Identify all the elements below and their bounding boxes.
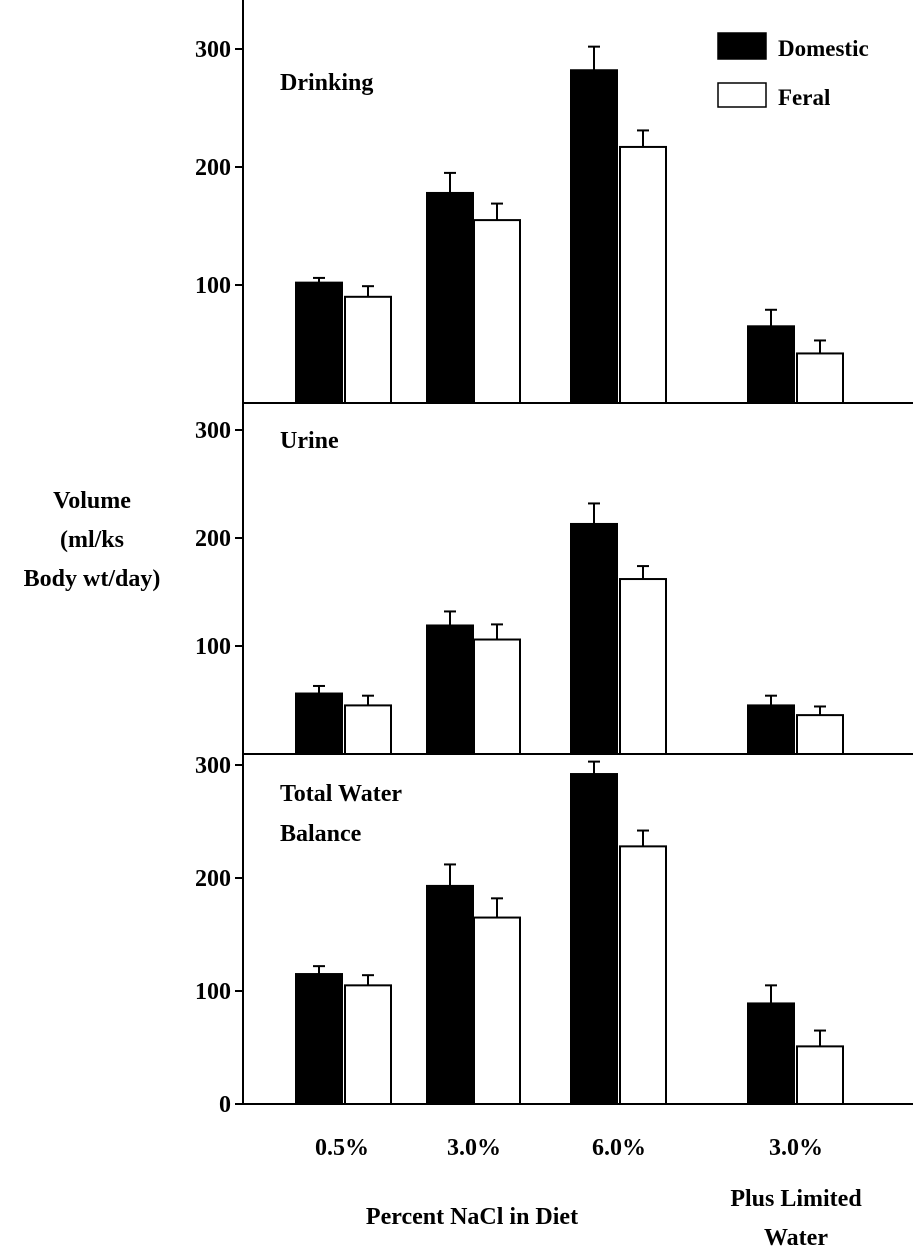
x-tick-label: 6.0%: [592, 1135, 646, 1161]
y-tick-label: 0: [219, 1092, 231, 1118]
y-tick-label: 300: [195, 418, 231, 444]
bar-feral: [796, 714, 844, 755]
panel-urine: 100 200 300 Urine: [195, 403, 913, 756]
bar-feral: [344, 984, 392, 1105]
bar-domestic: [747, 704, 795, 756]
bar-feral: [344, 295, 392, 404]
x-group-sublabel-line-1: Plus Limited: [730, 1186, 862, 1212]
bar-domestic: [295, 692, 343, 756]
bar-feral: [796, 352, 844, 405]
x-tick-label: 3.0%: [447, 1135, 501, 1161]
x-tick-label: 3.0%: [769, 1135, 823, 1161]
bar-domestic: [747, 1002, 795, 1105]
bar-feral: [473, 638, 521, 756]
y-tick-label: 300: [195, 37, 231, 63]
y-tick-label: 100: [195, 979, 231, 1005]
legend: Domestic Feral: [717, 32, 869, 110]
x-tick-label: 0.5%: [315, 1135, 369, 1161]
bar-feral: [619, 578, 667, 755]
y-tick-label: 100: [195, 634, 231, 660]
bar-feral: [344, 704, 392, 756]
bar-domestic: [426, 624, 474, 755]
bar-domestic: [426, 884, 474, 1105]
bar-domestic: [747, 325, 795, 404]
bar-feral: [619, 845, 667, 1105]
y-tick-label: 100: [195, 273, 231, 299]
y-tick-label: 200: [195, 155, 231, 181]
y-tick-label: 300: [195, 753, 231, 779]
y-tick-label: 200: [195, 866, 231, 892]
panel-total-water-balance: 0 100 200 300 Total Water Balance: [195, 753, 913, 1118]
bar-feral: [473, 219, 521, 404]
panel-label: Urine: [280, 428, 339, 454]
bar-domestic: [570, 69, 618, 405]
bar-domestic: [570, 773, 618, 1105]
panel-drinking: 100 200 300 Drinking: [195, 0, 913, 405]
legend-label-domestic: Domestic: [778, 36, 869, 61]
bar-feral: [473, 916, 521, 1105]
bar-feral: [619, 145, 667, 404]
y-axis-label-line-2: (ml/ks: [60, 527, 124, 553]
bar-domestic: [570, 522, 618, 756]
panel-label: Total Water: [280, 781, 402, 807]
y-tick-label: 200: [195, 526, 231, 552]
x-group-sublabel-line-2: Water: [764, 1225, 828, 1251]
legend-swatch-feral: [717, 82, 767, 108]
x-axis-label: Percent NaCl in Diet: [366, 1204, 578, 1230]
panel-label: Drinking: [280, 70, 373, 96]
bar-domestic: [295, 973, 343, 1105]
legend-label-feral: Feral: [778, 85, 830, 110]
y-axis-label-line-1: Volume: [53, 488, 131, 514]
y-axis-label-line-3: Body wt/day): [24, 566, 161, 592]
bar-domestic: [295, 281, 343, 405]
bar-domestic: [426, 191, 474, 404]
bar-feral: [796, 1045, 844, 1105]
legend-swatch-domestic: [717, 32, 767, 60]
x-tick-labels: 0.5% 3.0% 6.0% 3.0%: [315, 1135, 823, 1161]
panel-label: Balance: [280, 821, 362, 847]
